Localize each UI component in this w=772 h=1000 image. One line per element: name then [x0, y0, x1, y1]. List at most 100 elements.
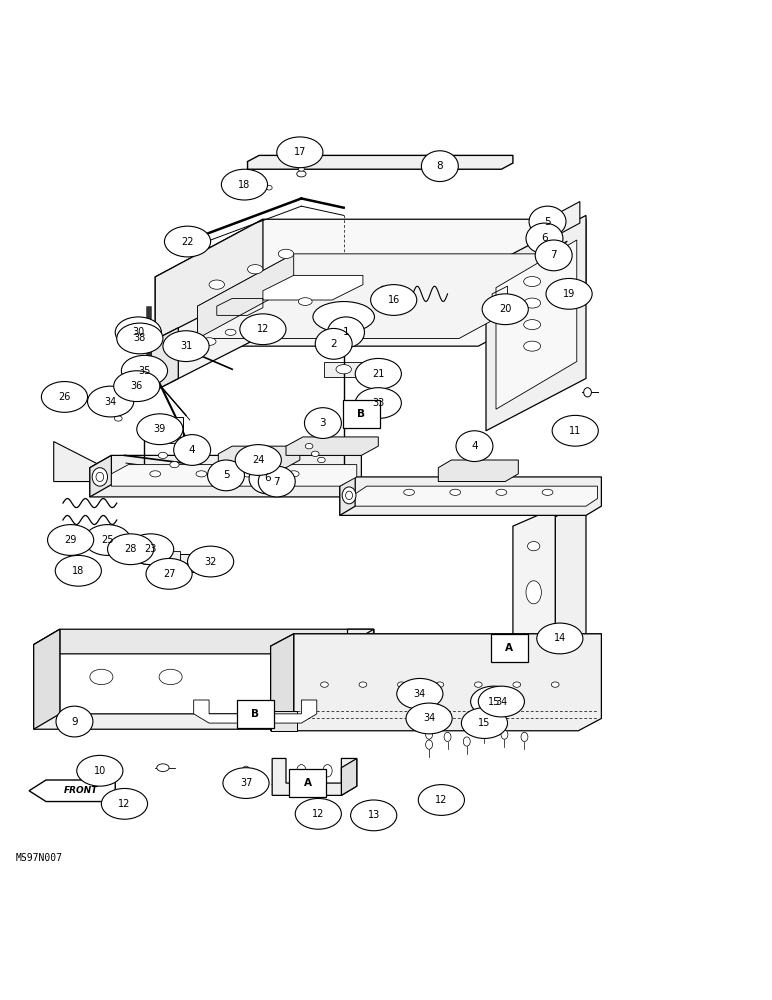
Ellipse shape [317, 457, 325, 463]
Text: 6: 6 [264, 473, 271, 483]
Ellipse shape [279, 249, 293, 258]
Polygon shape [438, 460, 518, 482]
Polygon shape [355, 486, 598, 506]
Ellipse shape [222, 169, 268, 200]
Ellipse shape [92, 468, 107, 486]
Text: 15: 15 [487, 697, 500, 707]
Ellipse shape [529, 206, 566, 237]
Ellipse shape [114, 416, 122, 421]
Ellipse shape [259, 466, 295, 497]
Text: 29: 29 [64, 535, 76, 545]
Ellipse shape [475, 682, 482, 687]
Text: 13: 13 [367, 810, 380, 820]
Ellipse shape [164, 226, 211, 257]
Ellipse shape [371, 285, 417, 315]
Text: 34: 34 [104, 397, 117, 407]
Polygon shape [151, 328, 178, 392]
Ellipse shape [121, 355, 168, 386]
Ellipse shape [298, 167, 304, 171]
Ellipse shape [249, 463, 286, 494]
Text: 28: 28 [124, 544, 137, 554]
Ellipse shape [146, 558, 192, 589]
Text: 10: 10 [93, 766, 106, 776]
Text: 36: 36 [130, 381, 143, 391]
Ellipse shape [170, 462, 179, 468]
Polygon shape [248, 155, 513, 169]
Ellipse shape [355, 388, 401, 418]
Ellipse shape [537, 623, 583, 654]
Text: 7: 7 [550, 250, 557, 260]
Ellipse shape [552, 415, 598, 446]
Ellipse shape [425, 730, 432, 739]
Text: 31: 31 [180, 341, 192, 351]
Text: 5: 5 [222, 470, 229, 480]
FancyBboxPatch shape [180, 554, 208, 572]
Text: 17: 17 [293, 147, 306, 157]
Ellipse shape [336, 365, 351, 374]
Ellipse shape [257, 180, 266, 186]
Polygon shape [34, 629, 374, 654]
Ellipse shape [422, 151, 459, 182]
Text: 8: 8 [436, 161, 443, 171]
Ellipse shape [87, 386, 134, 417]
Ellipse shape [551, 682, 559, 687]
Polygon shape [271, 634, 601, 655]
Ellipse shape [359, 682, 367, 687]
Ellipse shape [295, 798, 341, 829]
Text: 22: 22 [181, 237, 194, 247]
Ellipse shape [479, 686, 524, 717]
Polygon shape [155, 219, 586, 346]
Polygon shape [111, 465, 357, 486]
Text: 3: 3 [320, 418, 327, 428]
Ellipse shape [526, 581, 541, 604]
Ellipse shape [315, 328, 352, 359]
Ellipse shape [311, 451, 319, 457]
Polygon shape [198, 254, 293, 338]
Ellipse shape [406, 703, 452, 734]
Ellipse shape [117, 323, 163, 354]
Polygon shape [271, 634, 293, 731]
Ellipse shape [235, 445, 281, 475]
Ellipse shape [188, 546, 234, 577]
Text: 33: 33 [372, 398, 384, 408]
Polygon shape [29, 780, 115, 802]
Ellipse shape [542, 489, 553, 495]
Ellipse shape [463, 737, 470, 746]
Ellipse shape [141, 558, 151, 565]
Ellipse shape [462, 708, 507, 738]
Ellipse shape [73, 560, 80, 566]
Text: FRONT: FRONT [63, 786, 98, 795]
Ellipse shape [304, 408, 341, 438]
Polygon shape [513, 646, 586, 692]
Polygon shape [555, 500, 586, 675]
FancyBboxPatch shape [343, 400, 380, 428]
Ellipse shape [397, 678, 443, 709]
Ellipse shape [523, 298, 540, 308]
Ellipse shape [115, 317, 161, 348]
Ellipse shape [248, 265, 263, 274]
Polygon shape [218, 446, 300, 468]
Polygon shape [496, 240, 577, 409]
Ellipse shape [242, 766, 250, 775]
Text: 9: 9 [71, 717, 78, 727]
Ellipse shape [544, 227, 554, 238]
Polygon shape [34, 629, 60, 729]
Ellipse shape [252, 779, 259, 787]
Ellipse shape [526, 223, 563, 254]
Ellipse shape [521, 732, 528, 742]
Polygon shape [151, 277, 279, 392]
Polygon shape [90, 455, 111, 497]
Ellipse shape [296, 765, 306, 777]
Ellipse shape [584, 388, 591, 397]
Ellipse shape [107, 534, 154, 565]
Text: 4: 4 [189, 445, 195, 455]
Ellipse shape [74, 567, 85, 575]
Text: 11: 11 [569, 426, 581, 436]
Text: 25: 25 [101, 535, 113, 545]
Text: 1: 1 [343, 327, 349, 337]
Polygon shape [340, 477, 355, 515]
Ellipse shape [174, 435, 211, 465]
Polygon shape [271, 634, 601, 731]
Ellipse shape [296, 171, 306, 177]
Ellipse shape [196, 471, 207, 477]
